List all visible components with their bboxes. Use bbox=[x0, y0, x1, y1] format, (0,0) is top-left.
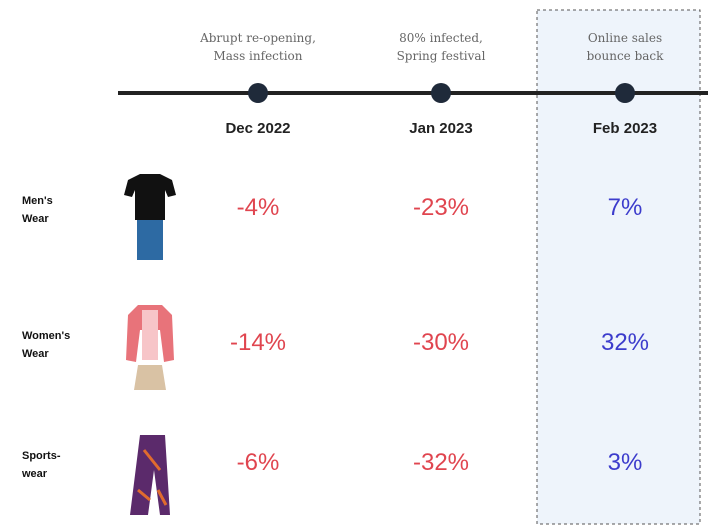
annotation: 80% infected, bbox=[399, 31, 483, 45]
annotation: Spring festival bbox=[396, 49, 486, 63]
annotation: Online sales bbox=[587, 31, 663, 45]
value: -32% bbox=[412, 449, 470, 476]
value: 7% bbox=[607, 194, 643, 221]
date-label: Dec 2022 bbox=[225, 120, 291, 137]
value: -4% bbox=[236, 194, 280, 221]
row-label: Men's bbox=[22, 195, 53, 207]
timeline-dot bbox=[248, 83, 268, 103]
annotation: Abrupt re-opening, bbox=[200, 31, 316, 45]
row-label: wear bbox=[22, 468, 48, 480]
annotation: Mass infection bbox=[213, 49, 303, 63]
row-label: Wear bbox=[22, 213, 49, 225]
timeline-dot bbox=[431, 83, 451, 103]
womens-icon bbox=[126, 305, 174, 390]
date-label: Jan 2023 bbox=[409, 120, 473, 137]
mens-icon bbox=[124, 174, 176, 260]
annotation: bounce back bbox=[586, 49, 664, 63]
row-label: Women's bbox=[22, 330, 71, 342]
value: -30% bbox=[412, 329, 470, 356]
value: 32% bbox=[600, 329, 650, 356]
timeline-dot bbox=[615, 83, 635, 103]
date-label: Feb 2023 bbox=[592, 120, 658, 137]
sportswear-icon bbox=[130, 435, 170, 515]
value: -23% bbox=[412, 194, 470, 221]
value: 3% bbox=[607, 449, 643, 476]
row-label: Sports- bbox=[22, 450, 61, 462]
value: -14% bbox=[229, 329, 287, 356]
row-label: Wear bbox=[22, 348, 49, 360]
value: -6% bbox=[236, 449, 280, 476]
